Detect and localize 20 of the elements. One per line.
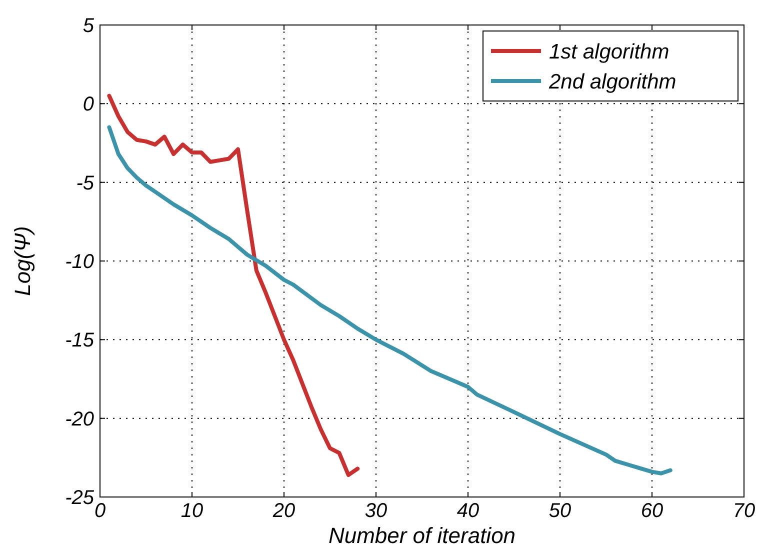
x-tick-label: 40 <box>456 500 480 522</box>
y-tick-label: -5 <box>76 172 95 194</box>
y-tick-label: -25 <box>65 487 95 509</box>
y-tick-label: 5 <box>82 15 95 37</box>
y-axis-title: Log(Ψ) <box>10 226 35 296</box>
line-series <box>107 125 672 476</box>
y-tick-label: 0 <box>82 94 94 116</box>
legend-label: 1st algorithm <box>549 40 670 64</box>
x-axis-title: Number of iteration <box>328 523 516 545</box>
y-tick-label: -10 <box>65 251 94 273</box>
x-tick-label: 10 <box>180 500 204 522</box>
y-tick-label: -20 <box>65 408 94 430</box>
line-series <box>107 94 360 477</box>
y-tick-label: -15 <box>65 330 95 352</box>
x-tick-label: 70 <box>732 500 756 522</box>
legend-label: 2nd algorithm <box>548 70 676 94</box>
x-tick-label: 50 <box>548 500 572 522</box>
x-tick-label: 20 <box>272 500 296 522</box>
x-tick-label: 30 <box>364 500 388 522</box>
x-tick-label: 60 <box>640 500 664 522</box>
